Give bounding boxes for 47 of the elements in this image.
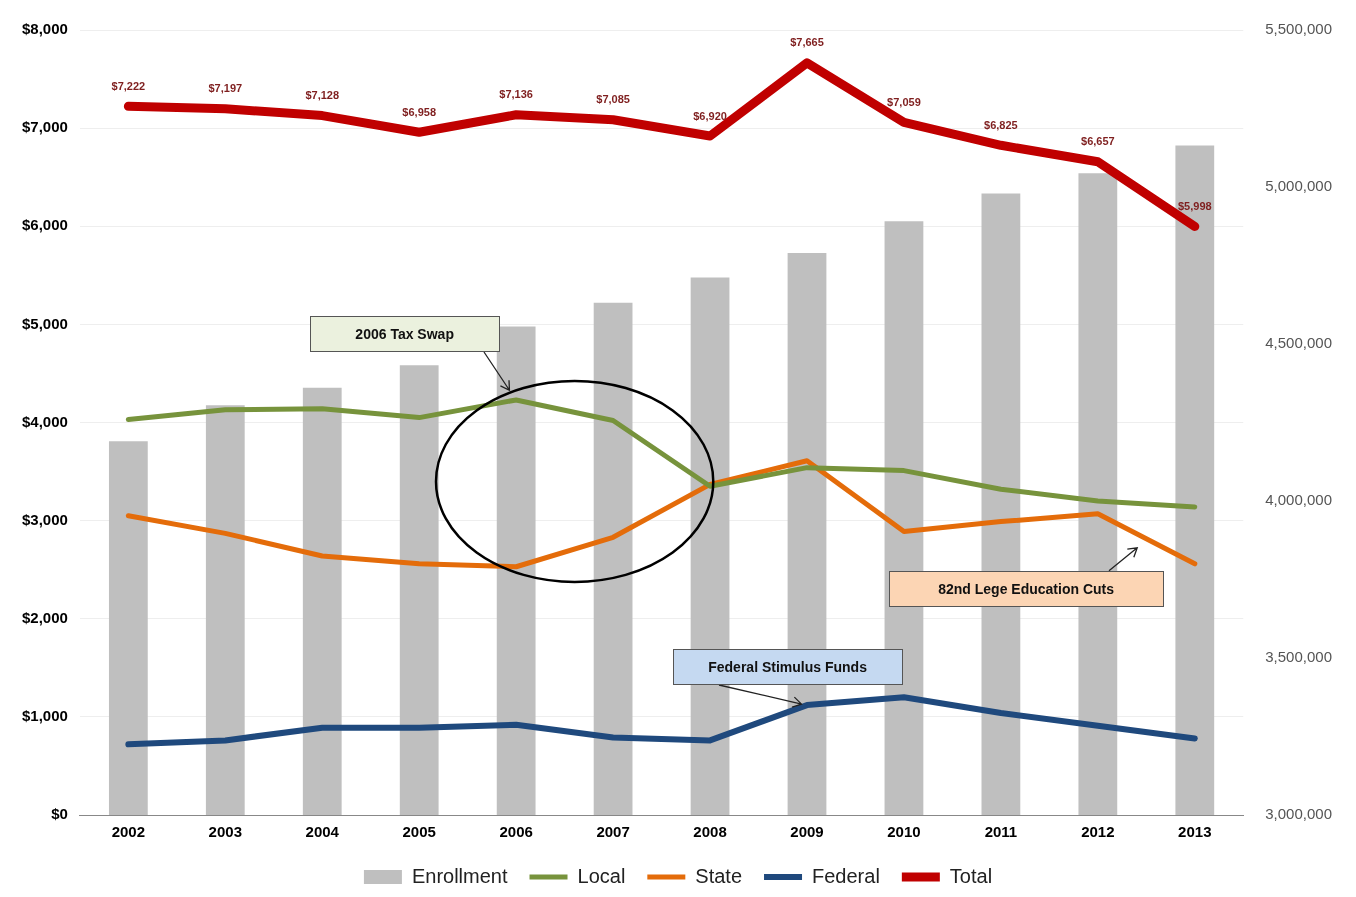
y-tick-label: $8,000 — [21, 20, 68, 38]
x-tick-label: 2006 — [499, 823, 533, 841]
legend-label: Enrollment — [411, 864, 508, 887]
x-tick-label: 2008 — [693, 823, 727, 841]
y2-tick-label: 5,500,000 — [1265, 20, 1332, 38]
data-label: $6,958 — [402, 105, 437, 118]
data-label: $6,825 — [984, 118, 1018, 131]
y-tick-label: $0 — [51, 805, 68, 823]
callout-box: Federal Stimulus Funds — [672, 648, 903, 685]
y-tick-label: $6,000 — [21, 216, 68, 234]
y2-tick-label: 3,500,000 — [1265, 648, 1332, 666]
y2-tick-label: 4,000,000 — [1265, 491, 1332, 509]
legend-label: Total — [949, 864, 993, 887]
x-tick-label: 2003 — [208, 823, 242, 841]
x-tick-label: 2002 — [111, 823, 146, 841]
data-label: $5,998 — [1177, 199, 1212, 212]
y2-tick-label: 5,000,000 — [1265, 177, 1332, 195]
legend-label: Local — [577, 864, 626, 887]
data-label: $7,665 — [790, 36, 824, 49]
x-tick-label: 2004 — [305, 823, 340, 841]
callout-box: 2006 Tax Swap — [309, 315, 500, 352]
data-label: $7,197 — [208, 82, 243, 95]
x-tick-label: 2012 — [1081, 823, 1115, 841]
data-label: $7,059 — [887, 95, 921, 108]
x-tick-label: 2009 — [790, 823, 824, 841]
x-tick-label: 2010 — [887, 823, 921, 841]
data-label: $6,920 — [693, 109, 727, 122]
data-label: $7,085 — [596, 93, 630, 106]
legend-label: Federal — [812, 864, 880, 887]
x-tick-label: 2013 — [1178, 823, 1212, 841]
x-tick-label: 2011 — [984, 823, 1018, 841]
data-label: $7,128 — [305, 89, 340, 102]
legend-label: State — [695, 864, 743, 887]
data-label: $7,222 — [111, 79, 146, 92]
y-tick-label: $1,000 — [21, 707, 68, 725]
y2-tick-label: 4,500,000 — [1265, 334, 1332, 352]
y-tick-label: $5,000 — [21, 314, 68, 332]
y-tick-label: $7,000 — [21, 118, 68, 136]
x-tick-label: 2007 — [596, 823, 630, 841]
data-label: $6,657 — [1081, 135, 1115, 148]
y-tick-label: $3,000 — [21, 510, 68, 528]
y-tick-label: $4,000 — [21, 412, 68, 430]
data-label: $7,136 — [499, 88, 533, 101]
y-tick-label: $2,000 — [21, 608, 68, 626]
x-tick-label: 2005 — [402, 823, 436, 841]
callout-box: 82nd Lege Education Cuts — [888, 570, 1164, 607]
y2-tick-label: 3,000,000 — [1265, 805, 1332, 823]
